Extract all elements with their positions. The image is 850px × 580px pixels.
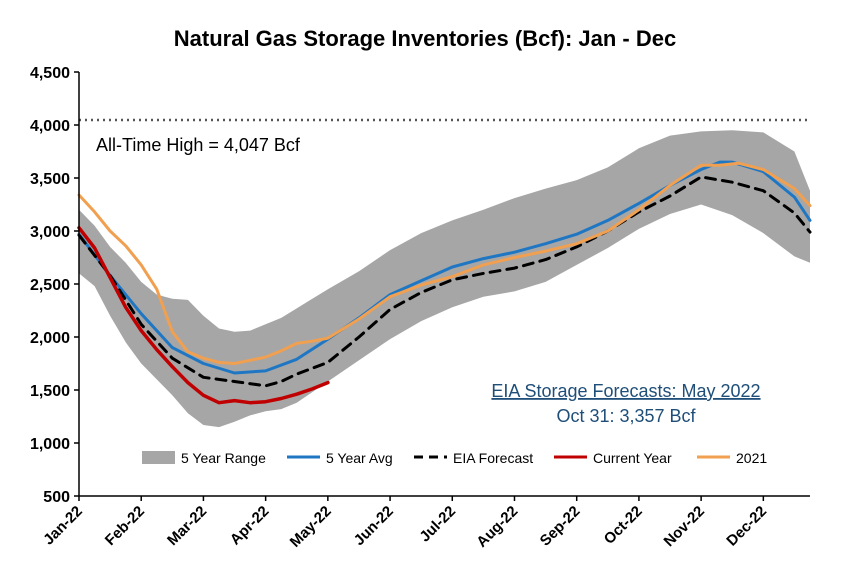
forecast-annotation-value: Oct 31: 3,357 Bcf (556, 406, 696, 426)
series-line-avg (77, 160, 812, 375)
series-line-current (77, 226, 330, 405)
y-tick-label: 1,000 (30, 436, 70, 453)
all-time-high-label: All-Time High = 4,047 Bcf (96, 135, 301, 155)
forecast-annotation-title: EIA Storage Forecasts: May 2022 (491, 381, 760, 401)
y-tick-label: 4,500 (30, 65, 70, 82)
x-tick-label: Oct-22 (601, 503, 646, 548)
x-axis-ticks: Jan-22 Feb-22 Mar-22 Apr-22 May-22 Jun-22 Jul-… (40, 496, 770, 551)
y-tick-label: 3,000 (30, 224, 70, 241)
x-tick-label: Nov-22 (661, 503, 708, 550)
chart-title: Natural Gas Storage Inventories (Bcf): J… (174, 26, 676, 51)
x-tick-label: May-22 (287, 503, 335, 551)
legend-label-avg: 5 Year Avg (326, 450, 393, 466)
y-tick-label: 1,500 (30, 383, 70, 400)
y-axis-ticks: 500 1,000 1,500 2,000 2,500 3,000 3,500 4,000 4,… (30, 65, 79, 506)
series-line-forecast (77, 175, 812, 388)
y-tick-label: 2,500 (30, 277, 70, 294)
y-tick-label: 3,500 (30, 171, 70, 188)
legend-label-current: Current Year (593, 450, 672, 466)
x-tick-label: Jun-22 (351, 503, 397, 549)
x-tick-label: Jul-22 (416, 503, 459, 546)
x-tick-label: Feb-22 (102, 503, 148, 549)
y-tick-label: 4,000 (30, 118, 70, 135)
x-tick-label: Aug-22 (473, 503, 521, 551)
x-tick-label: Mar-22 (164, 503, 210, 549)
legend-swatch-range (142, 451, 175, 464)
legend-label-2021: 2021 (736, 450, 767, 466)
y-tick-label: 2,000 (30, 330, 70, 347)
x-tick-label: Jan-22 (40, 503, 86, 549)
legend-label-range: 5 Year Range (181, 450, 266, 466)
x-tick-label: Sep-22 (537, 503, 584, 550)
y-tick-label: 500 (43, 489, 70, 506)
series-line-y2021 (77, 161, 812, 365)
x-tick-label: Apr-22 (227, 503, 273, 549)
x-tick-label: Dec-22 (723, 503, 770, 550)
series-lines (77, 160, 812, 405)
legend-label-forecast: EIA Forecast (453, 450, 533, 466)
legend: 5 Year Range 5 Year Avg EIA Forecast Cur… (142, 450, 767, 466)
